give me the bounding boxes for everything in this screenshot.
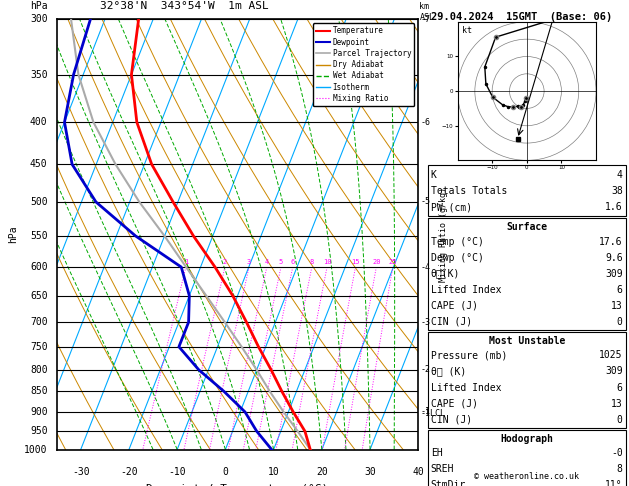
Text: -4: -4: [420, 262, 430, 272]
Text: 1025: 1025: [599, 350, 623, 361]
Text: 3: 3: [247, 259, 251, 265]
Text: 600: 600: [30, 262, 48, 272]
Text: -0: -0: [611, 448, 623, 458]
Text: 850: 850: [30, 386, 48, 397]
Text: -30: -30: [72, 467, 89, 477]
Text: 29.04.2024  15GMT  (Base: 06): 29.04.2024 15GMT (Base: 06): [431, 12, 612, 22]
Text: -6: -6: [420, 118, 430, 127]
Text: 650: 650: [30, 291, 48, 301]
Text: 13: 13: [611, 301, 623, 311]
Text: 1000: 1000: [24, 445, 48, 454]
Text: -1: -1: [420, 407, 430, 417]
Text: 4: 4: [617, 170, 623, 180]
Text: 0: 0: [223, 467, 228, 477]
Text: EH: EH: [431, 448, 443, 458]
Text: 40: 40: [413, 467, 424, 477]
Text: 309: 309: [605, 366, 623, 377]
Text: 2: 2: [223, 259, 227, 265]
Text: 5: 5: [279, 259, 283, 265]
Text: 1.6: 1.6: [605, 202, 623, 212]
Text: θᴇ (K): θᴇ (K): [431, 366, 466, 377]
Text: 20: 20: [316, 467, 328, 477]
Text: 500: 500: [30, 197, 48, 207]
Text: 8: 8: [309, 259, 314, 265]
Text: Dewpoint / Temperature (°C): Dewpoint / Temperature (°C): [147, 484, 328, 486]
Text: Hodograph: Hodograph: [500, 434, 554, 444]
Text: 300: 300: [30, 15, 48, 24]
Text: -3: -3: [420, 318, 430, 327]
Text: 20: 20: [372, 259, 381, 265]
Legend: Temperature, Dewpoint, Parcel Trajectory, Dry Adiabat, Wet Adiabat, Isotherm, Mi: Temperature, Dewpoint, Parcel Trajectory…: [313, 23, 415, 106]
Text: 6: 6: [617, 382, 623, 393]
Text: hPa: hPa: [30, 1, 48, 11]
Text: 6: 6: [291, 259, 295, 265]
Text: CAPE (J): CAPE (J): [431, 301, 478, 311]
Text: 38: 38: [611, 186, 623, 196]
Text: 1: 1: [184, 259, 188, 265]
Text: CAPE (J): CAPE (J): [431, 399, 478, 409]
Text: 700: 700: [30, 317, 48, 327]
Text: SREH: SREH: [431, 465, 454, 474]
Text: θᴇ(K): θᴇ(K): [431, 269, 460, 278]
Text: Most Unstable: Most Unstable: [489, 336, 565, 346]
Text: Lifted Index: Lifted Index: [431, 382, 501, 393]
Text: StmDir: StmDir: [431, 480, 466, 486]
Text: Dewp (°C): Dewp (°C): [431, 253, 484, 262]
Text: © weatheronline.co.uk: © weatheronline.co.uk: [474, 472, 579, 481]
Text: -20: -20: [120, 467, 138, 477]
Text: 0: 0: [617, 415, 623, 425]
Y-axis label: hPa: hPa: [8, 226, 18, 243]
Text: 550: 550: [30, 231, 48, 241]
Text: Lifted Index: Lifted Index: [431, 285, 501, 295]
Text: -10: -10: [169, 467, 186, 477]
Text: Totals Totals: Totals Totals: [431, 186, 507, 196]
Text: 6: 6: [617, 285, 623, 295]
Text: 309: 309: [605, 269, 623, 278]
Text: 0: 0: [617, 317, 623, 327]
Text: 30: 30: [364, 467, 376, 477]
Text: 4: 4: [265, 259, 269, 265]
Text: -1LCL: -1LCL: [420, 409, 445, 418]
Text: 400: 400: [30, 117, 48, 127]
Text: -5: -5: [420, 197, 430, 207]
Text: -7: -7: [420, 15, 430, 24]
Text: CIN (J): CIN (J): [431, 415, 472, 425]
Text: km: km: [420, 2, 430, 11]
Text: 900: 900: [30, 407, 48, 417]
Text: 25: 25: [389, 259, 397, 265]
Text: kt: kt: [462, 26, 472, 35]
Text: 13: 13: [611, 399, 623, 409]
Text: CIN (J): CIN (J): [431, 317, 472, 327]
Text: 11°: 11°: [605, 480, 623, 486]
Text: 350: 350: [30, 69, 48, 80]
Text: Pressure (mb): Pressure (mb): [431, 350, 507, 361]
Text: 950: 950: [30, 426, 48, 436]
Text: Surface: Surface: [506, 222, 547, 232]
Text: Temp (°C): Temp (°C): [431, 237, 484, 246]
Text: ASL: ASL: [420, 13, 435, 22]
Text: 9.6: 9.6: [605, 253, 623, 262]
Text: 450: 450: [30, 159, 48, 169]
Text: 15: 15: [351, 259, 360, 265]
Text: PW (cm): PW (cm): [431, 202, 472, 212]
Text: 10: 10: [268, 467, 279, 477]
Text: Mixing Ratio (g/kg): Mixing Ratio (g/kg): [439, 187, 448, 282]
Text: -2: -2: [420, 365, 430, 374]
Text: 32°38'N  343°54'W  1m ASL: 32°38'N 343°54'W 1m ASL: [100, 1, 269, 11]
Text: K: K: [431, 170, 437, 180]
Text: 8: 8: [617, 465, 623, 474]
Text: 800: 800: [30, 365, 48, 375]
Text: 750: 750: [30, 342, 48, 352]
Text: 10: 10: [323, 259, 331, 265]
Text: 17.6: 17.6: [599, 237, 623, 246]
